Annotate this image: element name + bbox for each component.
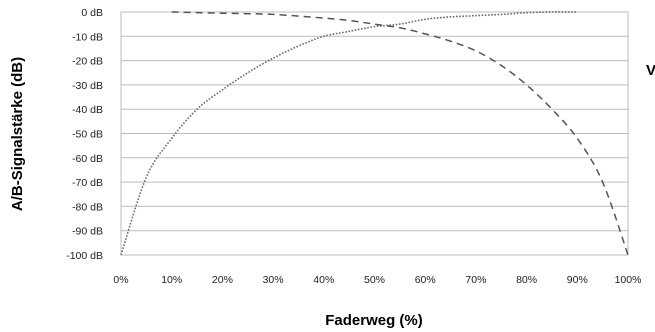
series-line-1 <box>120 11 578 256</box>
y-tick-label: -10 dB <box>72 31 103 43</box>
x-tick-label: 50% <box>364 274 385 286</box>
x-tick-label: 40% <box>313 274 334 286</box>
x-tick-label: 80% <box>516 274 537 286</box>
y-tick-label: -100 dB <box>66 250 103 262</box>
y-tick-label: -20 dB <box>72 56 103 68</box>
series <box>120 11 629 256</box>
y-tick-label: -50 dB <box>72 129 103 141</box>
x-axis-ticks: 0% 10% 20% 30% 40% 50% 60% 70% 80% 90% 100% <box>113 274 641 286</box>
x-tick-label: 0% <box>113 274 128 286</box>
y-tick-label: -40 dB <box>72 104 103 116</box>
y-tick-label: -80 dB <box>72 201 103 213</box>
x-tick-label: 30% <box>263 274 284 286</box>
y-tick-label: 0 dB <box>81 7 103 19</box>
y-axis-ticks: 0 dB -10 dB -20 dB -30 dB -40 dB -50 dB -60 dB… <box>66 7 103 262</box>
edge-text: V <box>646 62 655 79</box>
x-tick-label: 90% <box>567 274 588 286</box>
x-tick-label: 60% <box>415 274 436 286</box>
x-tick-label: 70% <box>465 274 486 286</box>
y-axis-title: A/B-Signalstärke (dB) <box>9 57 26 211</box>
plot-frame <box>120 11 629 256</box>
x-tick-label: 20% <box>212 274 233 286</box>
y-tick-label: -90 dB <box>72 226 103 238</box>
y-tick-label: -60 dB <box>72 153 103 165</box>
x-axis-title: Faderweg (%) <box>325 312 423 329</box>
y-tick-label: -70 dB <box>72 177 103 189</box>
x-tick-label: 100% <box>615 274 642 286</box>
grid <box>121 11 628 256</box>
y-tick-label: -30 dB <box>72 80 103 92</box>
series-line-2 <box>171 11 629 256</box>
x-tick-label: 10% <box>161 274 182 286</box>
